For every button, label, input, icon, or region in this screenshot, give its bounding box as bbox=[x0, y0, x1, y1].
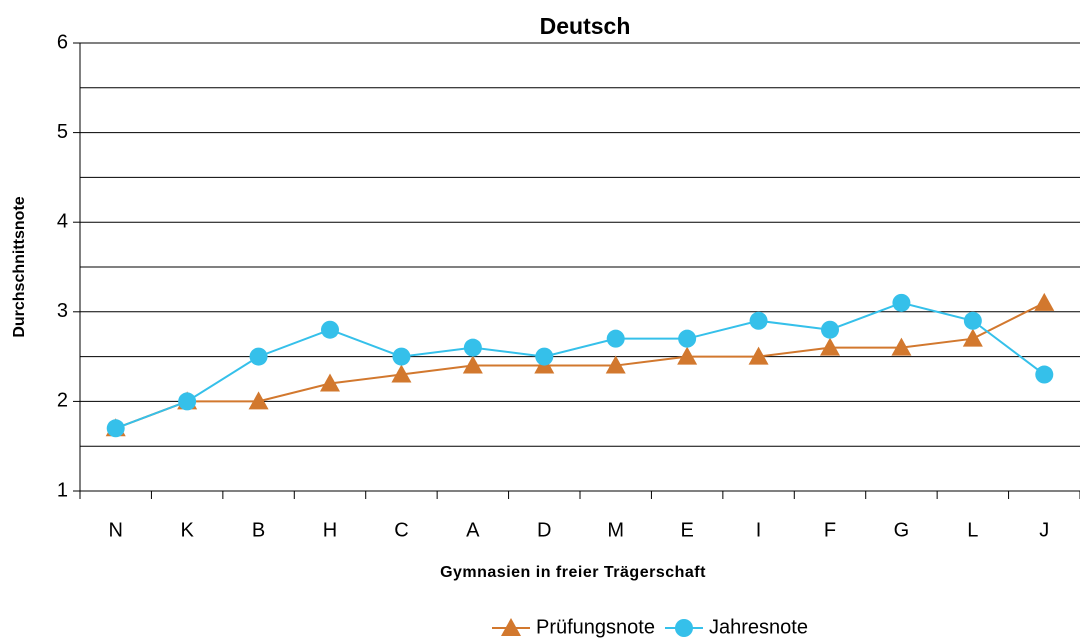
x-tick-label: M bbox=[607, 519, 624, 541]
data-point bbox=[391, 364, 412, 383]
data-point bbox=[820, 337, 840, 356]
data-point bbox=[748, 346, 769, 365]
data-point bbox=[677, 346, 698, 365]
data-point bbox=[463, 338, 482, 357]
x-tick-label: F bbox=[824, 519, 836, 541]
data-point bbox=[1034, 292, 1055, 311]
data-point bbox=[106, 419, 125, 438]
y-axis-title: Durchschnittsnote bbox=[11, 196, 28, 337]
chart-title: Deutsch bbox=[540, 13, 631, 39]
data-point bbox=[963, 311, 982, 330]
data-point bbox=[962, 328, 983, 347]
x-axis-title: Gymnasien in freier Trägerschaft bbox=[440, 564, 706, 581]
data-point bbox=[392, 347, 411, 366]
x-tick-label: G bbox=[894, 519, 910, 541]
x-tick-label: C bbox=[394, 519, 408, 541]
y-tick-label: 4 bbox=[57, 210, 68, 232]
series-line bbox=[115, 301, 1045, 430]
y-tick-label: 6 bbox=[57, 31, 68, 53]
x-tick-label: D bbox=[537, 519, 551, 541]
x-tick-label: A bbox=[466, 519, 480, 541]
x-tick-label: I bbox=[756, 519, 762, 541]
legend-marker bbox=[501, 618, 521, 636]
data-point bbox=[248, 391, 269, 410]
x-tick-label: N bbox=[108, 519, 122, 541]
legend-marker bbox=[674, 619, 693, 637]
data-point bbox=[535, 347, 554, 366]
data-point bbox=[892, 293, 911, 312]
y-tick-label: 3 bbox=[57, 300, 68, 322]
data-point bbox=[749, 311, 768, 330]
data-point bbox=[606, 329, 625, 348]
data-point bbox=[462, 355, 483, 374]
data-point bbox=[178, 392, 197, 411]
data-point bbox=[821, 320, 839, 339]
data-point bbox=[320, 373, 340, 392]
legend-label: Prüfungsnote bbox=[536, 616, 655, 638]
y-tick-label: 5 bbox=[57, 121, 68, 143]
legend-label: Jahresnote bbox=[709, 616, 808, 638]
data-point bbox=[678, 329, 697, 348]
x-tick-label: K bbox=[180, 519, 194, 541]
y-tick-label: 1 bbox=[57, 479, 68, 501]
data-point bbox=[891, 337, 912, 356]
data-point bbox=[605, 355, 626, 374]
x-tick-label: E bbox=[680, 519, 693, 541]
x-tick-label: B bbox=[252, 519, 265, 541]
x-tick-label: L bbox=[967, 519, 978, 541]
data-point bbox=[321, 320, 339, 339]
x-tick-label: J bbox=[1039, 519, 1049, 541]
y-tick-label: 2 bbox=[57, 390, 68, 412]
data-point bbox=[1035, 365, 1054, 384]
x-tick-label: H bbox=[323, 519, 337, 541]
data-point bbox=[249, 347, 268, 366]
series-line bbox=[115, 301, 1045, 430]
